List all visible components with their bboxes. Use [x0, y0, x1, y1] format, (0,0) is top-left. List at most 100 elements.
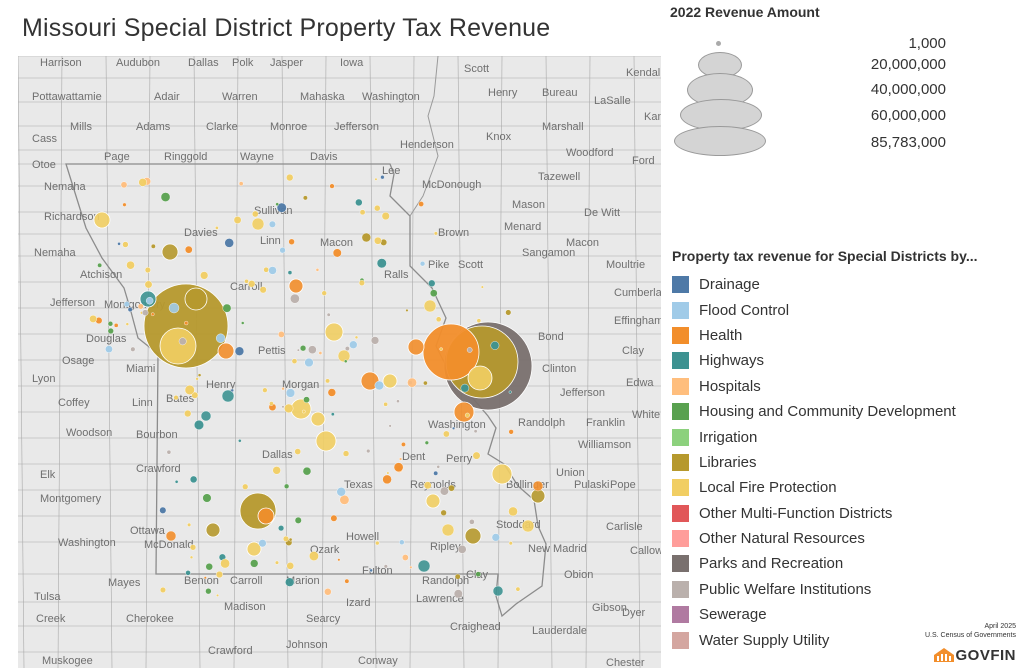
district-bubble[interactable]: [386, 471, 390, 475]
district-bubble[interactable]: [330, 412, 335, 417]
district-bubble[interactable]: [375, 540, 380, 546]
legend-item[interactable]: Water Supply Utility: [672, 627, 1022, 652]
district-bubble[interactable]: [508, 506, 518, 517]
district-bubble[interactable]: [113, 323, 119, 328]
district-bubble[interactable]: [355, 198, 363, 207]
district-bubble[interactable]: [294, 516, 302, 524]
district-bubble[interactable]: [216, 593, 220, 597]
district-bubble[interactable]: [491, 533, 500, 542]
district-bubble[interactable]: [259, 286, 267, 294]
district-bubble[interactable]: [405, 308, 409, 312]
district-bubble[interactable]: [325, 378, 330, 384]
district-bubble[interactable]: [296, 348, 300, 352]
district-bubble[interactable]: [220, 558, 230, 569]
district-bubble[interactable]: [281, 386, 285, 391]
district-bubble[interactable]: [159, 327, 197, 365]
district-bubble[interactable]: [215, 226, 219, 230]
district-bubble[interactable]: [417, 559, 431, 573]
district-bubble[interactable]: [150, 243, 156, 249]
district-bubble[interactable]: [138, 178, 147, 187]
district-bubble[interactable]: [246, 541, 262, 557]
district-bubble[interactable]: [490, 341, 500, 350]
district-bubble[interactable]: [105, 345, 113, 354]
district-bubble[interactable]: [202, 493, 212, 503]
district-bubble[interactable]: [439, 486, 449, 496]
district-bubble[interactable]: [342, 450, 350, 457]
district-bubble[interactable]: [344, 346, 350, 351]
district-bubble[interactable]: [376, 258, 387, 269]
district-bubble[interactable]: [476, 318, 482, 323]
district-bubble[interactable]: [130, 346, 136, 352]
district-bubble[interactable]: [441, 523, 455, 537]
district-bubble[interactable]: [107, 327, 114, 335]
district-bubble[interactable]: [123, 301, 130, 308]
district-bubble[interactable]: [302, 466, 312, 476]
district-bubble[interactable]: [127, 307, 133, 312]
map-canvas[interactable]: Harrison Audubon Dallas Polk Jasper Iowa Scott…: [18, 56, 661, 668]
district-bubble[interactable]: [122, 202, 127, 207]
district-bubble[interactable]: [197, 373, 202, 377]
district-bubble[interactable]: [315, 430, 337, 452]
district-bubble[interactable]: [222, 303, 232, 313]
district-bubble[interactable]: [290, 293, 300, 304]
district-bubble[interactable]: [252, 210, 259, 218]
district-bubble[interactable]: [215, 333, 226, 343]
legend-item[interactable]: Local Fire Protection: [672, 475, 1022, 500]
legend-item[interactable]: Highways: [672, 348, 1022, 373]
district-bubble[interactable]: [361, 232, 372, 243]
district-bubble[interactable]: [423, 299, 437, 313]
district-bubble[interactable]: [284, 403, 294, 414]
district-bubble[interactable]: [276, 202, 287, 213]
district-bubble[interactable]: [242, 483, 249, 490]
legend-item[interactable]: Hospitals: [672, 374, 1022, 399]
district-bubble[interactable]: [205, 522, 221, 538]
district-bubble[interactable]: [221, 389, 235, 403]
district-bubble[interactable]: [324, 322, 344, 342]
district-bubble[interactable]: [284, 483, 290, 489]
district-bubble[interactable]: [215, 570, 223, 579]
district-bubble[interactable]: [399, 457, 403, 461]
district-bubble[interactable]: [308, 345, 317, 354]
district-bubble[interactable]: [460, 383, 470, 393]
district-bubble[interactable]: [433, 470, 439, 476]
district-bubble[interactable]: [230, 388, 234, 393]
district-bubble[interactable]: [89, 314, 98, 323]
district-bubble[interactable]: [288, 537, 293, 542]
district-bubble[interactable]: [383, 564, 388, 569]
district-bubble[interactable]: [189, 544, 197, 551]
district-bubble[interactable]: [480, 285, 484, 289]
district-bubble[interactable]: [336, 487, 346, 497]
district-bubble[interactable]: [302, 195, 308, 201]
district-bubble[interactable]: [393, 462, 404, 473]
district-bubble[interactable]: [374, 380, 384, 391]
district-bubble[interactable]: [286, 173, 294, 182]
district-bubble[interactable]: [492, 585, 504, 597]
district-bubble[interactable]: [144, 267, 151, 274]
district-bubble[interactable]: [184, 320, 189, 326]
district-bubble[interactable]: [419, 261, 426, 267]
district-bubbles[interactable]: [89, 173, 546, 599]
legend-item[interactable]: Parks and Recreation: [672, 551, 1022, 576]
district-bubble[interactable]: [409, 565, 413, 569]
district-bubble[interactable]: [194, 419, 204, 430]
district-bubble[interactable]: [161, 243, 179, 261]
district-bubble[interactable]: [424, 440, 429, 445]
district-bubble[interactable]: [382, 474, 392, 485]
district-bubble[interactable]: [203, 576, 207, 580]
district-bubble[interactable]: [187, 522, 192, 527]
district-bubble[interactable]: [380, 175, 385, 180]
district-bubble[interactable]: [272, 466, 281, 475]
district-bubble[interactable]: [304, 357, 314, 368]
district-bubble[interactable]: [330, 514, 338, 522]
district-bubble[interactable]: [195, 377, 199, 381]
district-bubble[interactable]: [428, 279, 436, 287]
district-bubble[interactable]: [257, 507, 275, 525]
district-bubble[interactable]: [452, 426, 456, 430]
district-bubble[interactable]: [217, 342, 235, 360]
district-bubble[interactable]: [301, 409, 306, 414]
district-bubble[interactable]: [402, 554, 409, 561]
district-bubble[interactable]: [184, 287, 208, 311]
district-bubble[interactable]: [126, 260, 135, 270]
district-bubble[interactable]: [453, 589, 463, 599]
district-bubble[interactable]: [505, 309, 512, 316]
